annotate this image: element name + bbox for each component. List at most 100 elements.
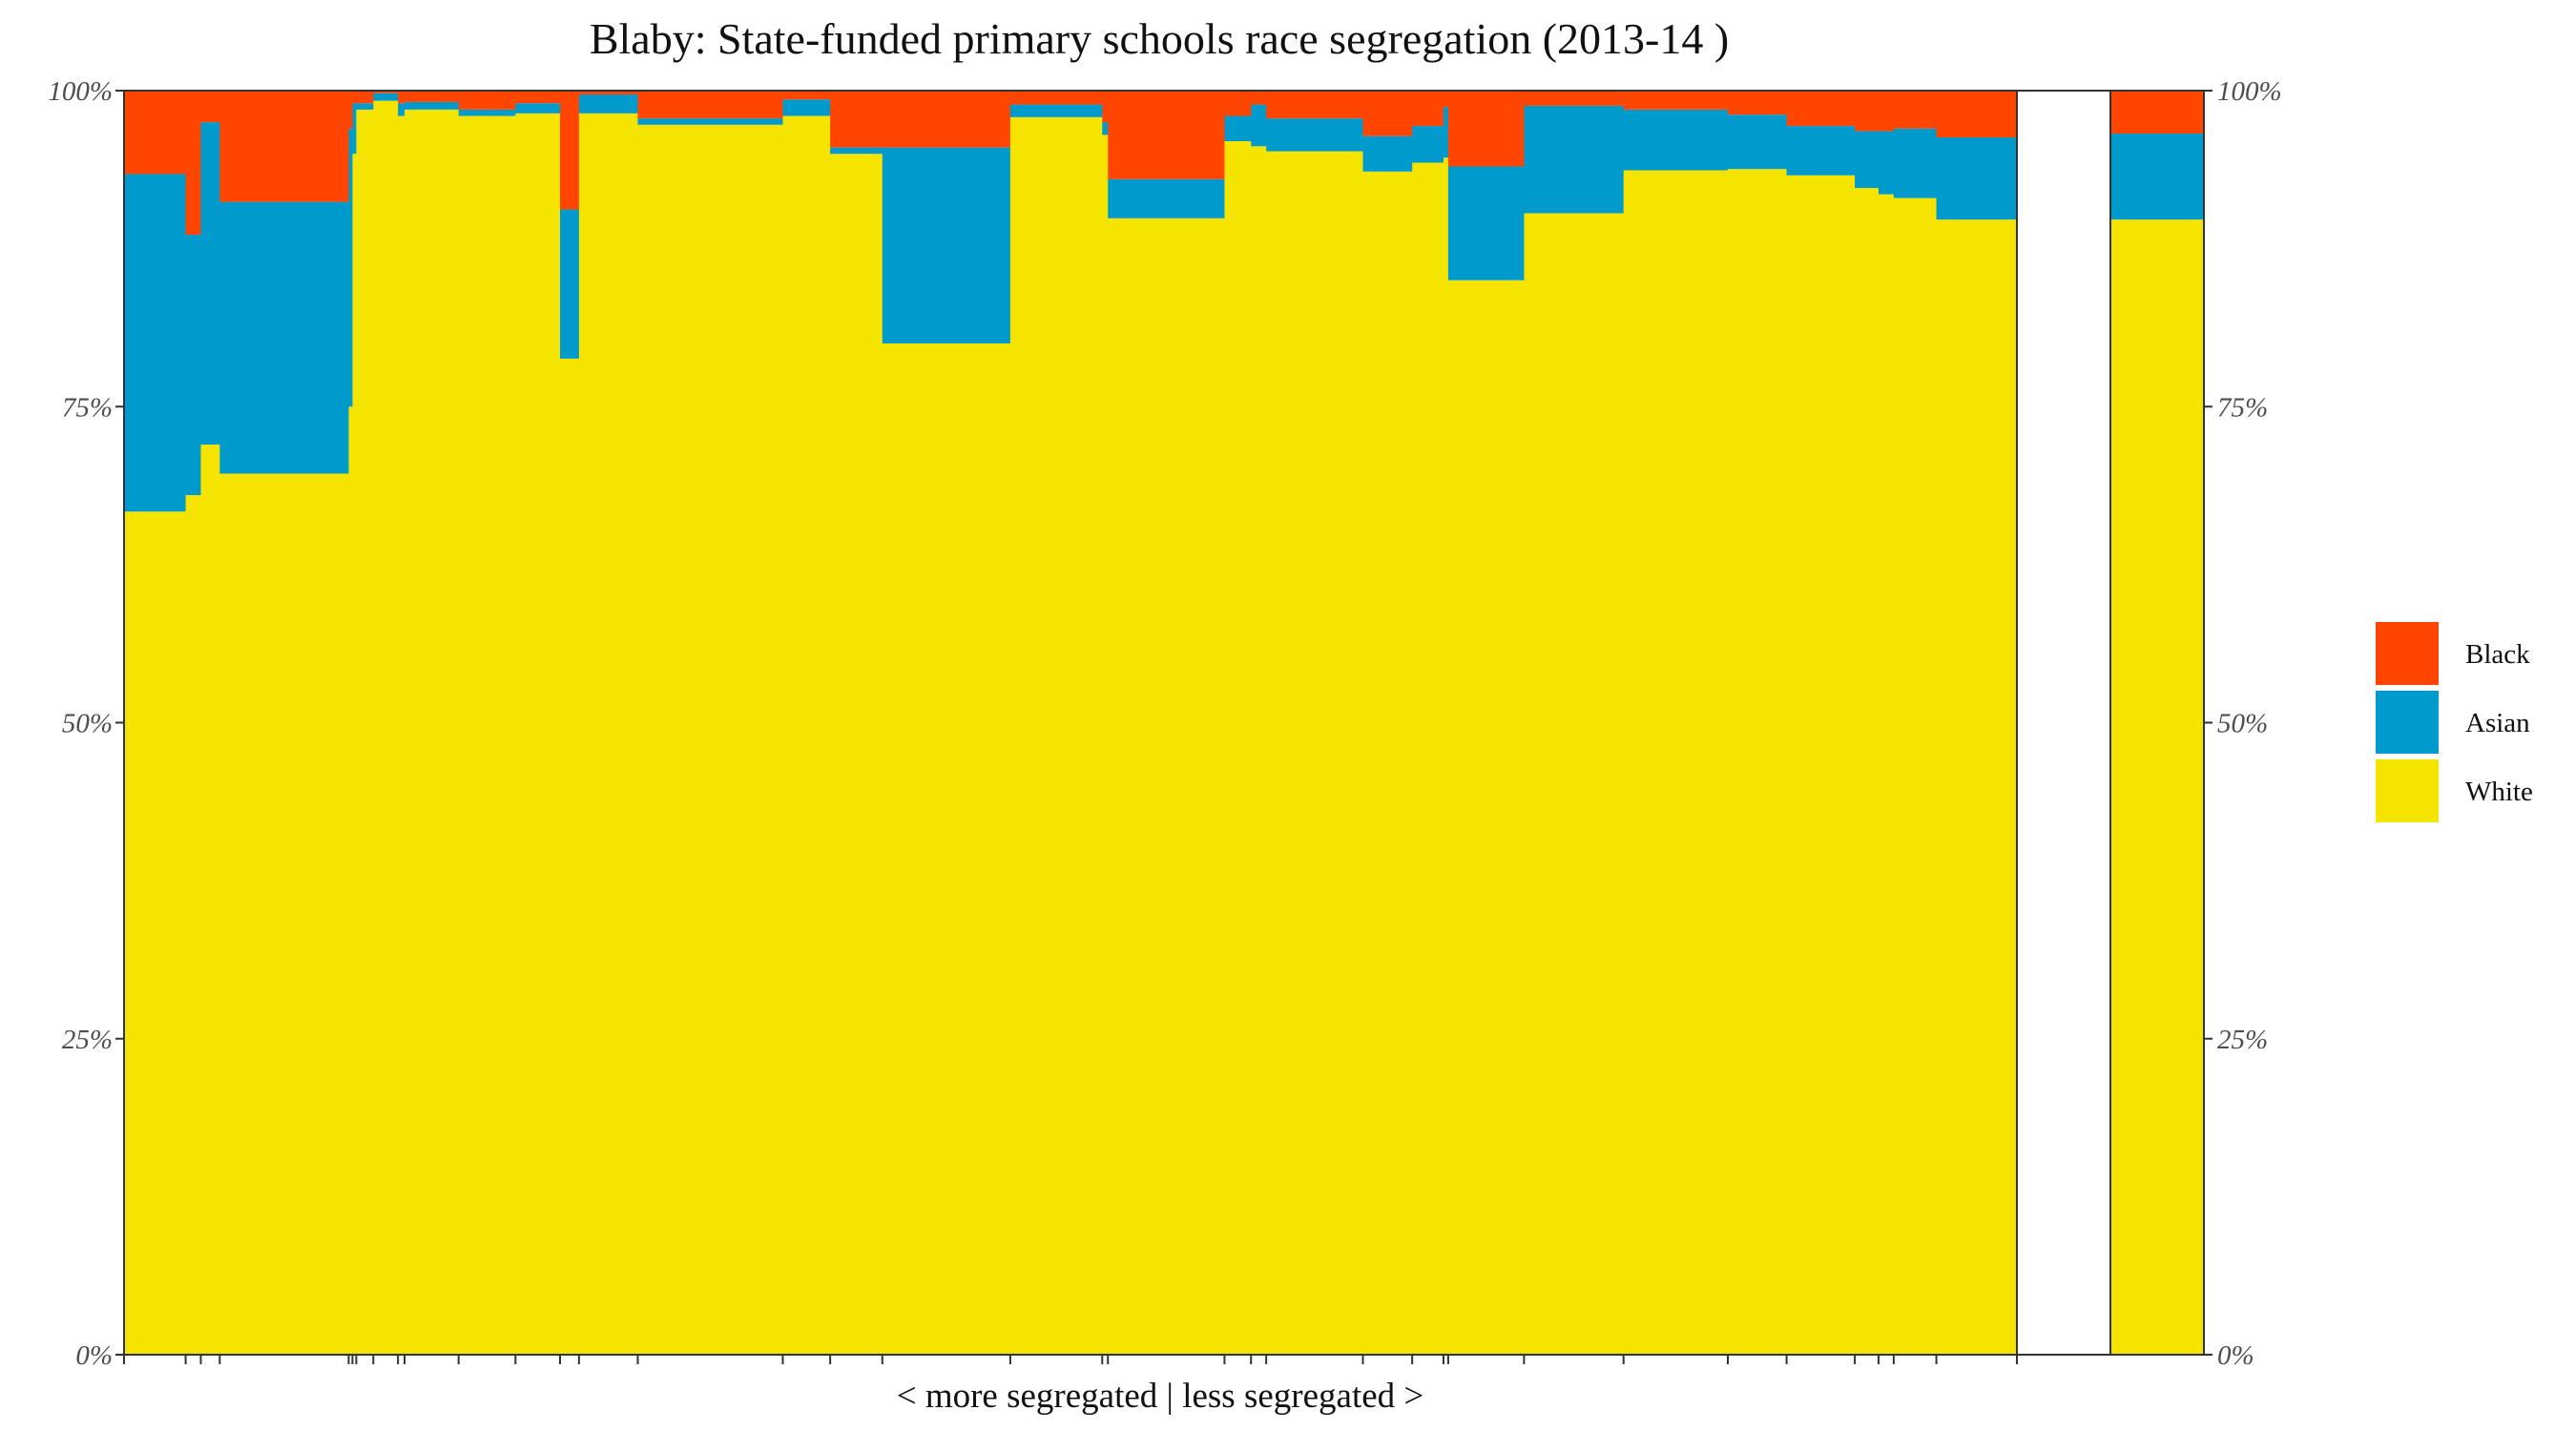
bar-black-school-14 [578, 91, 639, 94]
bar-white-school-31 [1727, 169, 1788, 1355]
bar-asian-school-34 [1878, 131, 1895, 195]
bar-asian-school-15 [637, 118, 784, 125]
bar-white-school-19 [1009, 116, 1103, 1356]
bar-white-school-9 [398, 115, 405, 1355]
y-tick-label-left-25: 25% [62, 1025, 113, 1055]
bar-asian-school-17 [830, 147, 883, 155]
gap-panel-border [2016, 90, 2111, 1356]
y-tick-label-right-100: 100% [2217, 76, 2282, 107]
bar-black-school-2 [185, 91, 202, 236]
bar-white-school-28 [1447, 280, 1525, 1355]
bar-black-school-32 [1786, 91, 1856, 127]
bar-white-school-3 [200, 445, 220, 1355]
bar-white-school-21 [1108, 218, 1226, 1356]
bar-white-overall [2110, 219, 2204, 1355]
bar-asian-school-19 [1009, 104, 1103, 117]
bar-black-school-35 [1893, 91, 1938, 129]
y-tick-label-right-0: 0% [2217, 1340, 2254, 1371]
bar-white-school-22 [1224, 141, 1252, 1355]
bar-asian-school-2 [185, 235, 202, 496]
bar-white-school-30 [1623, 170, 1729, 1356]
bar-asian-school-20 [1102, 122, 1109, 135]
bar-black-school-27 [1443, 91, 1449, 108]
legend: Black Asian White [2376, 622, 2533, 822]
bar-white-school-36 [1936, 219, 2018, 1355]
bar-white-school-14 [578, 113, 639, 1356]
bar-white-school-15 [637, 124, 784, 1355]
bar-asian-school-8 [373, 93, 399, 101]
y-tick-label-left-100: 100% [48, 76, 113, 107]
bar-asian-school-16 [782, 99, 831, 116]
bar-white-school-33 [1855, 188, 1880, 1355]
legend-swatch-white [2376, 759, 2439, 822]
bar-black-school-12 [515, 91, 561, 104]
bar-asian-school-35 [1893, 128, 1938, 198]
bar-asian-overall [2110, 134, 2204, 220]
bar-asian-school-10 [405, 101, 460, 110]
legend-swatch-black [2376, 622, 2439, 685]
bar-black-school-31 [1727, 91, 1788, 115]
overall-bars-panel [2110, 91, 2204, 1355]
bar-asian-school-5 [348, 128, 354, 407]
bar-black-school-15 [637, 91, 784, 119]
bar-asian-school-27 [1443, 107, 1449, 158]
bar-asian-school-28 [1447, 166, 1525, 280]
bar-black-school-22 [1224, 91, 1252, 116]
bar-asian-school-13 [560, 209, 580, 359]
bar-white-school-35 [1893, 197, 1938, 1356]
bar-asian-school-18 [882, 147, 1011, 344]
legend-label-white: White [2465, 777, 2533, 807]
bar-black-school-30 [1623, 91, 1729, 110]
bar-black-school-8 [373, 91, 399, 93]
y-tick-label-left-0: 0% [75, 1340, 113, 1371]
bar-white-school-18 [882, 343, 1011, 1355]
bar-asian-school-30 [1623, 109, 1729, 171]
bar-white-school-17 [830, 154, 883, 1355]
bar-white-school-2 [185, 495, 202, 1355]
bar-asian-school-12 [515, 103, 561, 114]
bar-asian-school-3 [200, 122, 220, 446]
bar-white-school-23 [1251, 146, 1267, 1355]
bar-white-school-6 [352, 154, 357, 1355]
bar-black-school-5 [348, 91, 354, 129]
bar-black-school-26 [1412, 91, 1444, 127]
chart-title: Blaby: State-funded primary schools race… [590, 14, 1729, 63]
bar-asian-school-6 [352, 103, 357, 155]
bar-asian-school-33 [1855, 131, 1880, 189]
legend-swatch-asian [2376, 691, 2439, 754]
bar-asian-school-14 [578, 93, 639, 114]
bar-asian-school-32 [1786, 126, 1856, 176]
bar-black-school-23 [1251, 91, 1267, 105]
bar-asian-school-26 [1412, 126, 1444, 163]
bar-asian-school-23 [1251, 104, 1267, 147]
y-tick-label-right-25: 25% [2217, 1025, 2268, 1055]
bar-asian-school-4 [219, 201, 350, 474]
bar-black-school-24 [1266, 91, 1364, 119]
y-tick-label-right-75: 75% [2217, 392, 2268, 423]
bar-asian-school-24 [1266, 118, 1364, 152]
bar-black-school-10 [405, 91, 460, 102]
bar-black-school-3 [200, 91, 220, 123]
bar-asian-school-22 [1224, 115, 1252, 141]
bar-black-school-4 [219, 91, 350, 202]
bar-black-school-13 [560, 91, 580, 210]
legend-label-black: Black [2465, 639, 2530, 670]
bar-black-school-1 [124, 91, 187, 175]
bar-black-overall [2110, 91, 2204, 135]
bar-white-school-34 [1878, 194, 1895, 1355]
bar-asian-school-36 [1936, 137, 2018, 220]
bar-asian-school-1 [124, 174, 187, 512]
bar-black-school-16 [782, 91, 831, 100]
bar-asian-school-21 [1108, 178, 1226, 218]
bar-white-school-25 [1362, 171, 1413, 1355]
bar-asian-school-29 [1524, 105, 1625, 214]
bar-asian-school-25 [1362, 135, 1413, 172]
y-tick-label-left-50: 50% [62, 709, 113, 739]
bar-asian-school-11 [458, 109, 516, 116]
bar-black-school-11 [458, 91, 516, 110]
bar-black-school-18 [882, 91, 1011, 148]
bar-black-school-9 [398, 91, 405, 104]
x-axis-label: < more segregated | less segregated > [897, 1377, 1424, 1416]
bar-white-school-20 [1102, 135, 1109, 1356]
